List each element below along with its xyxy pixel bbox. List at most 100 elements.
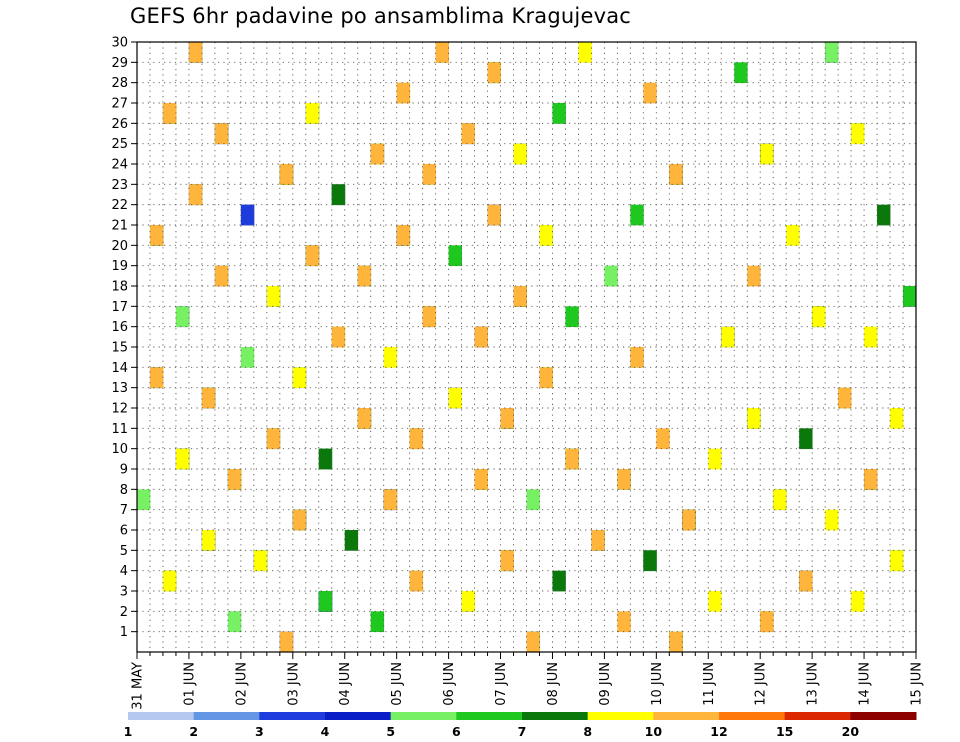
- heatmap-cell: [305, 103, 320, 124]
- x-tick-label: 12 JUN: [754, 662, 769, 706]
- heatmap-cell: [643, 82, 657, 104]
- legend-swatch: [719, 712, 786, 720]
- heatmap-cell: [448, 387, 462, 409]
- heatmap-cell: [851, 123, 865, 145]
- heatmap-cell: [565, 306, 579, 328]
- y-tick-label: 22: [111, 198, 128, 213]
- x-tick-label: 05 JUN: [390, 662, 405, 706]
- y-tick-label: 21: [111, 219, 128, 234]
- heatmap-cell: [331, 184, 346, 206]
- y-tick-label: 1: [120, 625, 128, 640]
- heatmap-cell: [799, 570, 813, 592]
- legend-label: 6: [452, 724, 461, 739]
- legend-label: 2: [189, 724, 198, 739]
- heatmap-cell: [188, 184, 203, 206]
- heatmap-cell: [409, 428, 424, 450]
- legend-label: 4: [321, 724, 330, 739]
- x-tick-label: 10 JUN: [650, 662, 665, 706]
- heatmap-cell: [461, 123, 475, 145]
- chart-title: GEFS 6hr padavine po ansamblima Kragujev…: [130, 4, 632, 28]
- y-tick-label: 14: [111, 361, 128, 376]
- heatmap-cell: [747, 265, 761, 287]
- heatmap-cell: [500, 408, 514, 429]
- x-tick-label: 02 JUN: [234, 662, 249, 706]
- y-tick-label: 18: [111, 280, 128, 295]
- y-tick-label: 12: [111, 402, 128, 417]
- heatmap-cell: [890, 408, 904, 429]
- heatmap-cell: [721, 326, 735, 348]
- heatmap-cell: [292, 367, 307, 389]
- y-tick-label: 24: [111, 158, 128, 173]
- heatmap-cell: [812, 306, 826, 328]
- heatmap-cell: [890, 550, 904, 572]
- y-tick-label: 26: [111, 117, 128, 132]
- heatmap-cell: [825, 509, 839, 531]
- y-tick-label: 23: [111, 178, 128, 193]
- grid-lines: [137, 42, 916, 652]
- heatmap-cell: [162, 103, 177, 124]
- y-tick-label: 7: [120, 503, 128, 518]
- y-tick-label: 19: [111, 259, 128, 274]
- legend-label: 7: [518, 724, 527, 739]
- heatmap-cell: [851, 591, 865, 612]
- color-legend: 1 2 3 4 5 6 7 8 10 12 15 20: [124, 712, 917, 739]
- heatmap-cell: [565, 448, 579, 470]
- y-tick-label: 11: [111, 422, 128, 437]
- heatmap-cell: [149, 367, 164, 389]
- heatmap-cell: [552, 570, 566, 592]
- legend-swatch: [456, 712, 523, 720]
- heatmap-cell: [617, 469, 631, 490]
- heatmap-cell: [760, 611, 774, 633]
- heatmap-cell: [383, 347, 398, 368]
- y-tick-label: 10: [111, 442, 128, 457]
- heatmap-cell: [747, 408, 761, 429]
- heatmap-cell: [227, 611, 242, 633]
- heatmap-cell: [578, 42, 592, 63]
- heatmap-cell: [435, 42, 449, 63]
- x-tick-label: 14 JUN: [858, 662, 873, 706]
- legend-label: 5: [386, 724, 395, 739]
- heatmap-cell: [474, 326, 488, 348]
- heatmap-cell: [617, 611, 631, 633]
- heatmap-cell: [526, 489, 540, 511]
- legend-swatch: [522, 712, 589, 720]
- heatmap-cell: [604, 265, 618, 287]
- heatmap-cell: [214, 265, 229, 287]
- heatmap-cell: [188, 42, 203, 63]
- heatmap-cell: [708, 591, 722, 612]
- heatmap-cell: [500, 550, 514, 572]
- y-tick-label: 29: [111, 56, 128, 71]
- x-tick-label: 01 JUN: [182, 662, 197, 706]
- legend-swatch: [325, 712, 392, 720]
- heatmap-cell: [396, 82, 411, 104]
- heatmap-cell: [292, 509, 307, 531]
- heatmap-cell: [669, 631, 683, 653]
- heatmap-cell: [240, 347, 255, 368]
- x-tick-label: 07 JUN: [494, 662, 509, 706]
- heatmap-cell: [357, 265, 372, 287]
- heatmap-cell: [396, 225, 411, 246]
- heatmap-cell: [474, 469, 488, 490]
- legend-label: 10: [645, 724, 663, 739]
- heatmap-cell: [903, 286, 917, 307]
- heatmap-cell: [201, 387, 216, 409]
- heatmap-cell: [409, 570, 424, 592]
- heatmap-cell: [240, 204, 255, 226]
- x-tick-label: 03 JUN: [286, 662, 301, 706]
- heatmap-cell: [513, 143, 527, 165]
- heatmap-cell: [422, 164, 437, 185]
- x-tick-label: 08 JUN: [546, 662, 561, 706]
- heatmap-cell: [786, 225, 800, 246]
- y-tick-label: 16: [111, 320, 128, 335]
- heatmap-cell: [227, 469, 242, 490]
- legend-swatch: [128, 712, 195, 720]
- heatmap-cell: [305, 245, 320, 267]
- y-tick-label: 27: [111, 97, 128, 112]
- heatmap-cell: [669, 164, 683, 185]
- heatmap-cell: [266, 286, 281, 307]
- heatmap-cell: [370, 143, 385, 165]
- heatmap-cell: [864, 469, 878, 490]
- heatmap-cell: [357, 408, 372, 429]
- heatmap-cell: [513, 286, 527, 307]
- heatmap-cell: [656, 428, 670, 450]
